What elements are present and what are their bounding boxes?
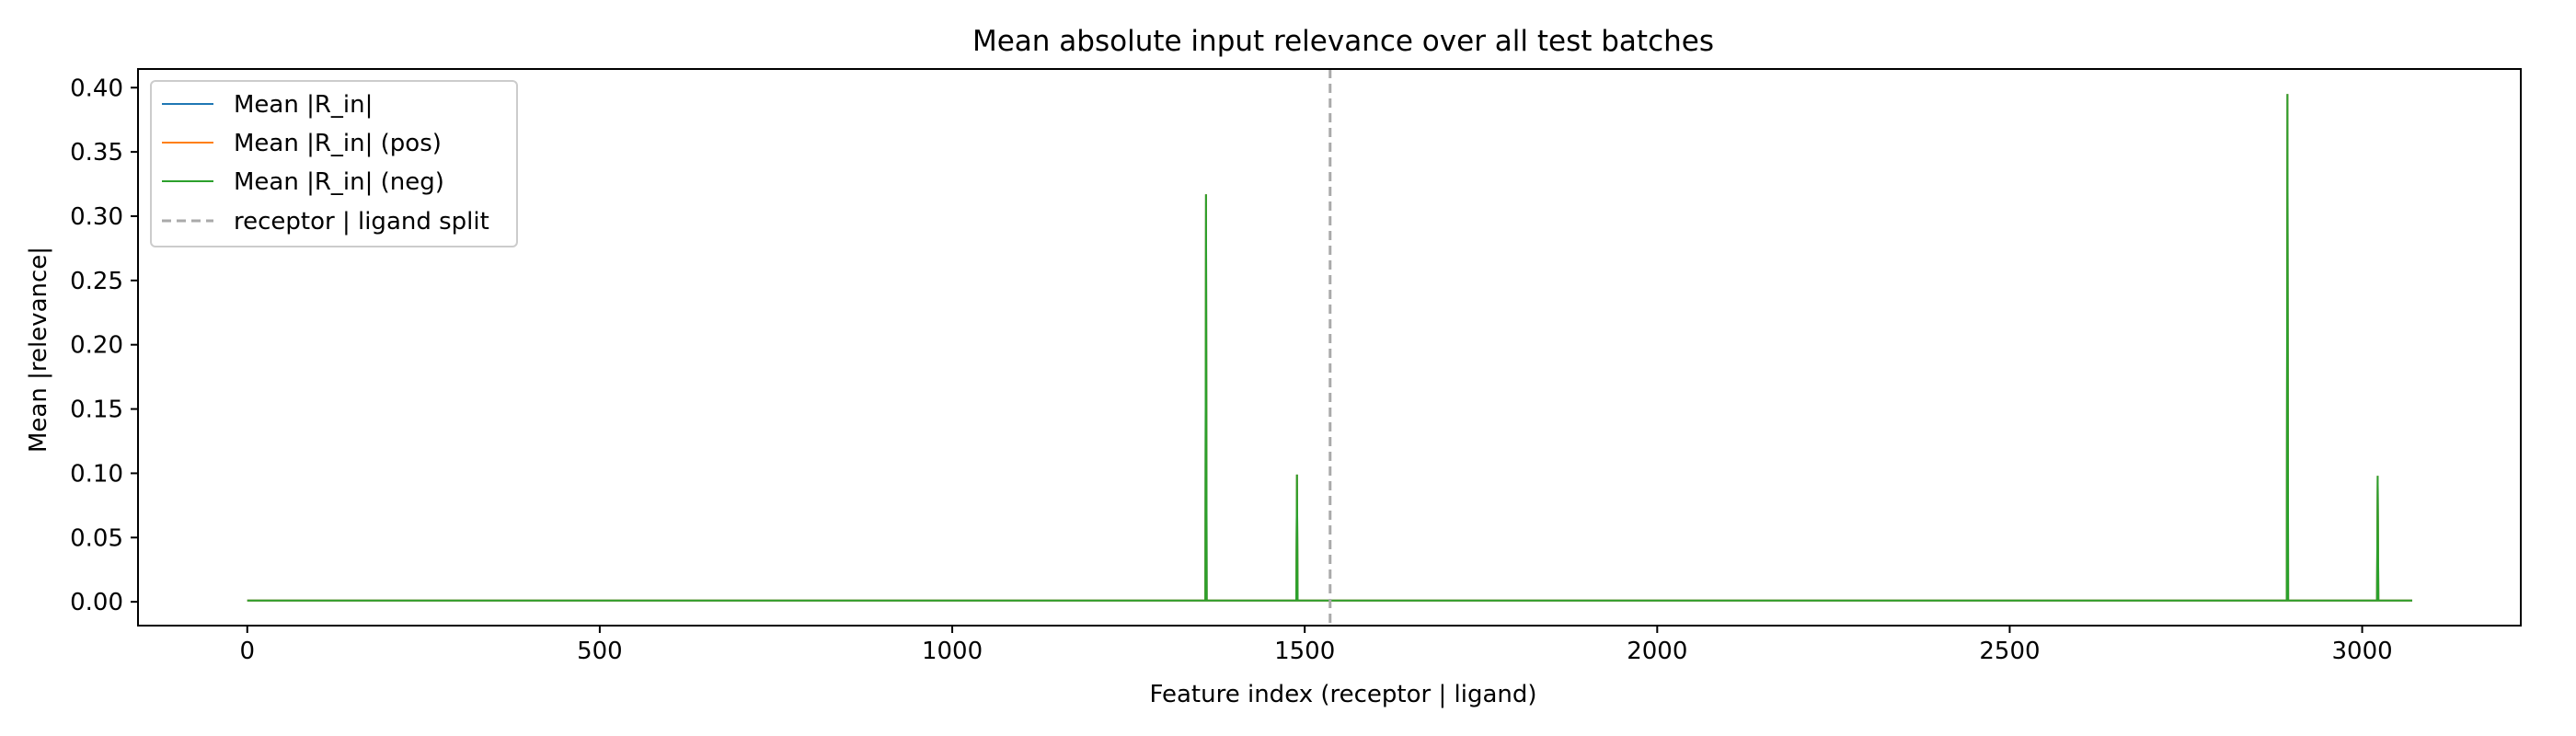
y-axis: 0.00 0.05 0.10 0.15 0.20 0.25 0.30 0.35 0.40 xyxy=(70,75,138,616)
y-tick-label: 0.30 xyxy=(70,203,123,231)
x-axis: 0 500 1000 1500 2000 2500 3000 xyxy=(239,626,2393,665)
y-tick-label: 0.00 xyxy=(70,589,123,616)
legend-label-neg: Mean |R_in| (neg) xyxy=(234,168,444,196)
legend-label-pos: Mean |R_in| (pos) xyxy=(234,130,442,157)
plot-frame xyxy=(137,68,2522,627)
x-tick-label: 0 xyxy=(239,638,255,665)
series-layer xyxy=(247,94,2412,602)
legend-label-split: receptor | ligand split xyxy=(234,208,489,236)
plot-area xyxy=(137,68,2522,627)
x-tick-label: 500 xyxy=(577,638,623,665)
x-tick-label: 2000 xyxy=(1627,638,1687,665)
chart-title: Mean absolute input relevance over all t… xyxy=(972,25,1714,58)
x-tick-label: 2500 xyxy=(1979,638,2040,665)
y-tick-label: 0.05 xyxy=(70,524,123,552)
y-tick-label: 0.15 xyxy=(70,397,123,424)
x-axis-label: Feature index (receptor | ligand) xyxy=(1149,681,1536,708)
y-tick-label: 0.40 xyxy=(70,75,123,102)
y-axis-label: Mean |relevance| xyxy=(25,247,52,453)
y-tick-label: 0.10 xyxy=(70,460,123,488)
y-tick-label: 0.25 xyxy=(70,268,123,295)
legend: Mean |R_in| Mean |R_in| (pos) Mean |R_in… xyxy=(150,80,518,247)
x-tick-label: 1000 xyxy=(922,638,983,665)
legend-frame xyxy=(150,80,518,247)
series-line-2 xyxy=(247,94,2412,602)
x-tick-label: 1500 xyxy=(1274,638,1335,665)
x-tick-label: 3000 xyxy=(2332,638,2393,665)
y-tick-label: 0.35 xyxy=(70,139,123,167)
legend-label-mean: Mean |R_in| xyxy=(234,91,373,119)
y-tick-label: 0.20 xyxy=(70,332,123,360)
